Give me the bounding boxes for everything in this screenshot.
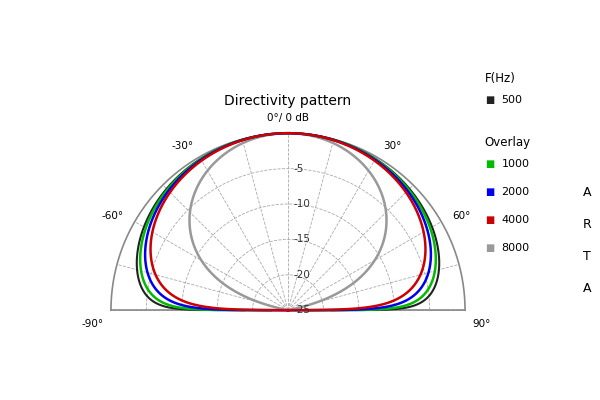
Text: 4000: 4000 [502,215,530,225]
Text: ■: ■ [485,243,494,253]
Text: Overlay: Overlay [485,136,531,149]
Text: A: A [583,186,591,198]
Text: 60°: 60° [452,210,470,220]
Text: -5: -5 [293,164,304,174]
Text: ■: ■ [485,159,494,169]
Text: ■: ■ [485,187,494,197]
Text: 2000: 2000 [502,187,530,197]
Text: -90°: -90° [82,319,104,329]
Text: 30°: 30° [383,141,401,151]
Text: 1000: 1000 [502,159,530,169]
Text: -25: -25 [293,305,310,315]
Text: T: T [583,250,591,262]
Text: -20: -20 [293,270,310,280]
Text: -30°: -30° [171,141,193,151]
Text: ■: ■ [485,215,494,225]
Text: -10: -10 [293,199,310,209]
Text: -15: -15 [293,234,310,244]
Text: Directivity pattern: Directivity pattern [224,94,352,108]
Text: ■: ■ [485,95,494,105]
Text: 8000: 8000 [502,243,530,253]
Text: 0°/ 0 dB: 0°/ 0 dB [267,112,309,122]
Text: -60°: -60° [102,210,124,220]
Text: R: R [582,218,591,230]
Text: 500: 500 [502,95,523,105]
Text: 90°: 90° [472,319,491,329]
Text: F(Hz): F(Hz) [485,72,515,85]
Text: A: A [583,282,591,294]
